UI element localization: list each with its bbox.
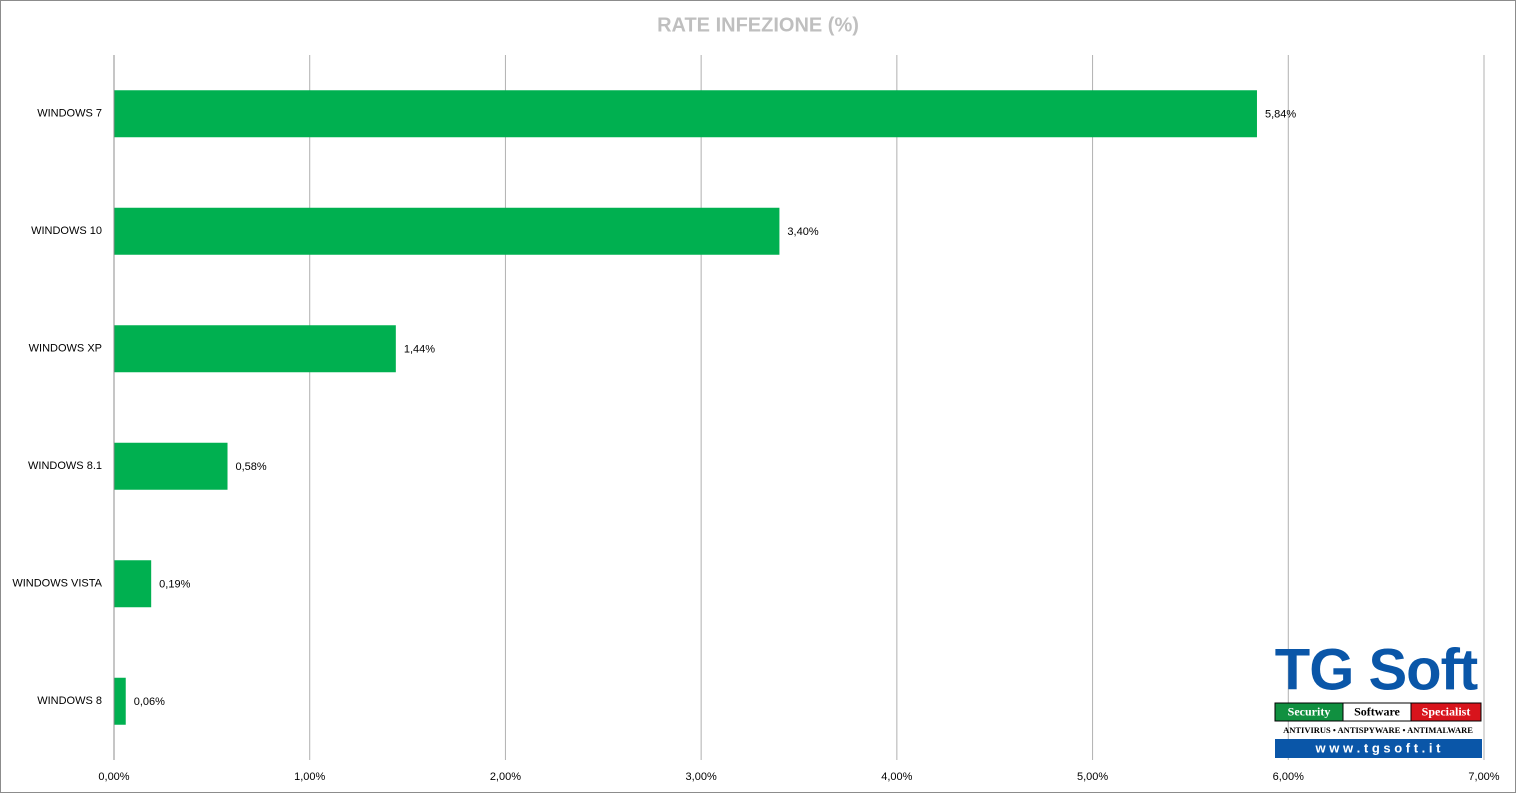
data-label: 0,06% xyxy=(134,696,165,708)
logo-name: TG Soft xyxy=(1275,637,1478,702)
data-label: 3,40% xyxy=(787,226,818,238)
chart-title: RATE INFEZIONE (%) xyxy=(657,14,859,36)
bar xyxy=(114,560,152,608)
logo-tagline: Software xyxy=(1354,704,1400,718)
data-label: 0,58% xyxy=(236,461,267,473)
x-tick-label: 0,00% xyxy=(98,771,129,783)
x-tick-label: 2,00% xyxy=(490,771,521,783)
logo-tagline: Security xyxy=(1288,704,1331,718)
bar xyxy=(114,325,396,373)
logo-tagline: Specialist xyxy=(1422,704,1471,718)
x-tick-label: 3,00% xyxy=(686,771,717,783)
logo-box xyxy=(1410,702,1482,722)
logo-web-bar xyxy=(1275,739,1482,758)
y-tick-label: WINDOWS 8.1 xyxy=(28,460,102,472)
bar xyxy=(114,207,780,255)
logo-website: w w w . t g s o f t . i t xyxy=(1315,740,1442,755)
x-tick-label: 4,00% xyxy=(881,771,912,783)
y-tick-label: WINDOWS XP xyxy=(29,343,102,355)
x-tick-label: 5,00% xyxy=(1077,771,1108,783)
x-tick-label: 1,00% xyxy=(294,771,325,783)
data-label: 0,19% xyxy=(159,579,190,591)
logo: TG Soft Security Software Specialist ANT… xyxy=(1274,637,1482,758)
logo-products: ANTIVIRUS • ANTISPYWARE • ANTIMALWARE xyxy=(1283,725,1473,735)
x-tick-label: 6,00% xyxy=(1273,771,1304,783)
data-label: 5,84% xyxy=(1265,109,1296,121)
y-tick-label: WINDOWS VISTA xyxy=(12,578,102,590)
bar xyxy=(114,90,1257,138)
y-tick-label: WINDOWS 8 xyxy=(37,695,102,707)
y-tick-label: WINDOWS 7 xyxy=(37,108,102,120)
bar xyxy=(114,677,126,725)
bar xyxy=(114,442,228,490)
y-tick-label: WINDOWS 10 xyxy=(31,225,102,237)
data-label: 1,44% xyxy=(404,344,435,356)
x-tick-label: 7,00% xyxy=(1468,771,1499,783)
